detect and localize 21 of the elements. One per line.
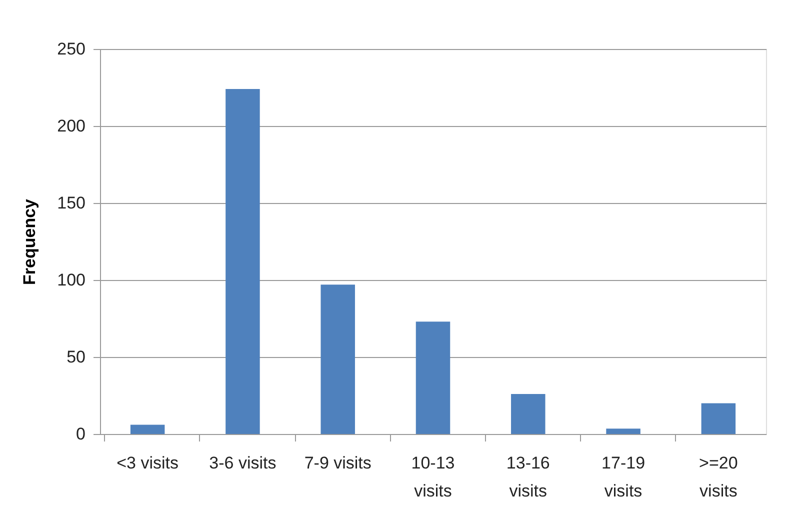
y-tick-label: 150 — [57, 194, 86, 212]
bar — [511, 394, 546, 434]
y-tick-label: 100 — [57, 270, 86, 290]
y-tick-label: 50 — [66, 348, 86, 366]
bar — [701, 403, 736, 434]
y-tick-label: 0 — [76, 424, 86, 444]
bar — [416, 322, 450, 434]
x-tick-label: 7-9 visits — [304, 454, 372, 472]
bar — [606, 428, 640, 434]
bar — [226, 89, 260, 434]
x-tick-label: <3 visits — [116, 454, 179, 472]
x-tick-label: 3-6 visits — [209, 454, 276, 472]
y-tick-label: 200 — [57, 116, 86, 136]
bar — [130, 424, 165, 434]
y-tick-label: 250 — [57, 40, 86, 58]
x-tick-label: >=20 visits — [699, 454, 738, 500]
y-axis-title: Frequency — [20, 198, 40, 285]
x-tick-label: 10-13 visits — [411, 454, 455, 500]
x-tick-label: 13-16 visits — [506, 454, 550, 500]
bar — [320, 284, 355, 434]
x-tick-label: 17-19 visits — [602, 454, 646, 500]
